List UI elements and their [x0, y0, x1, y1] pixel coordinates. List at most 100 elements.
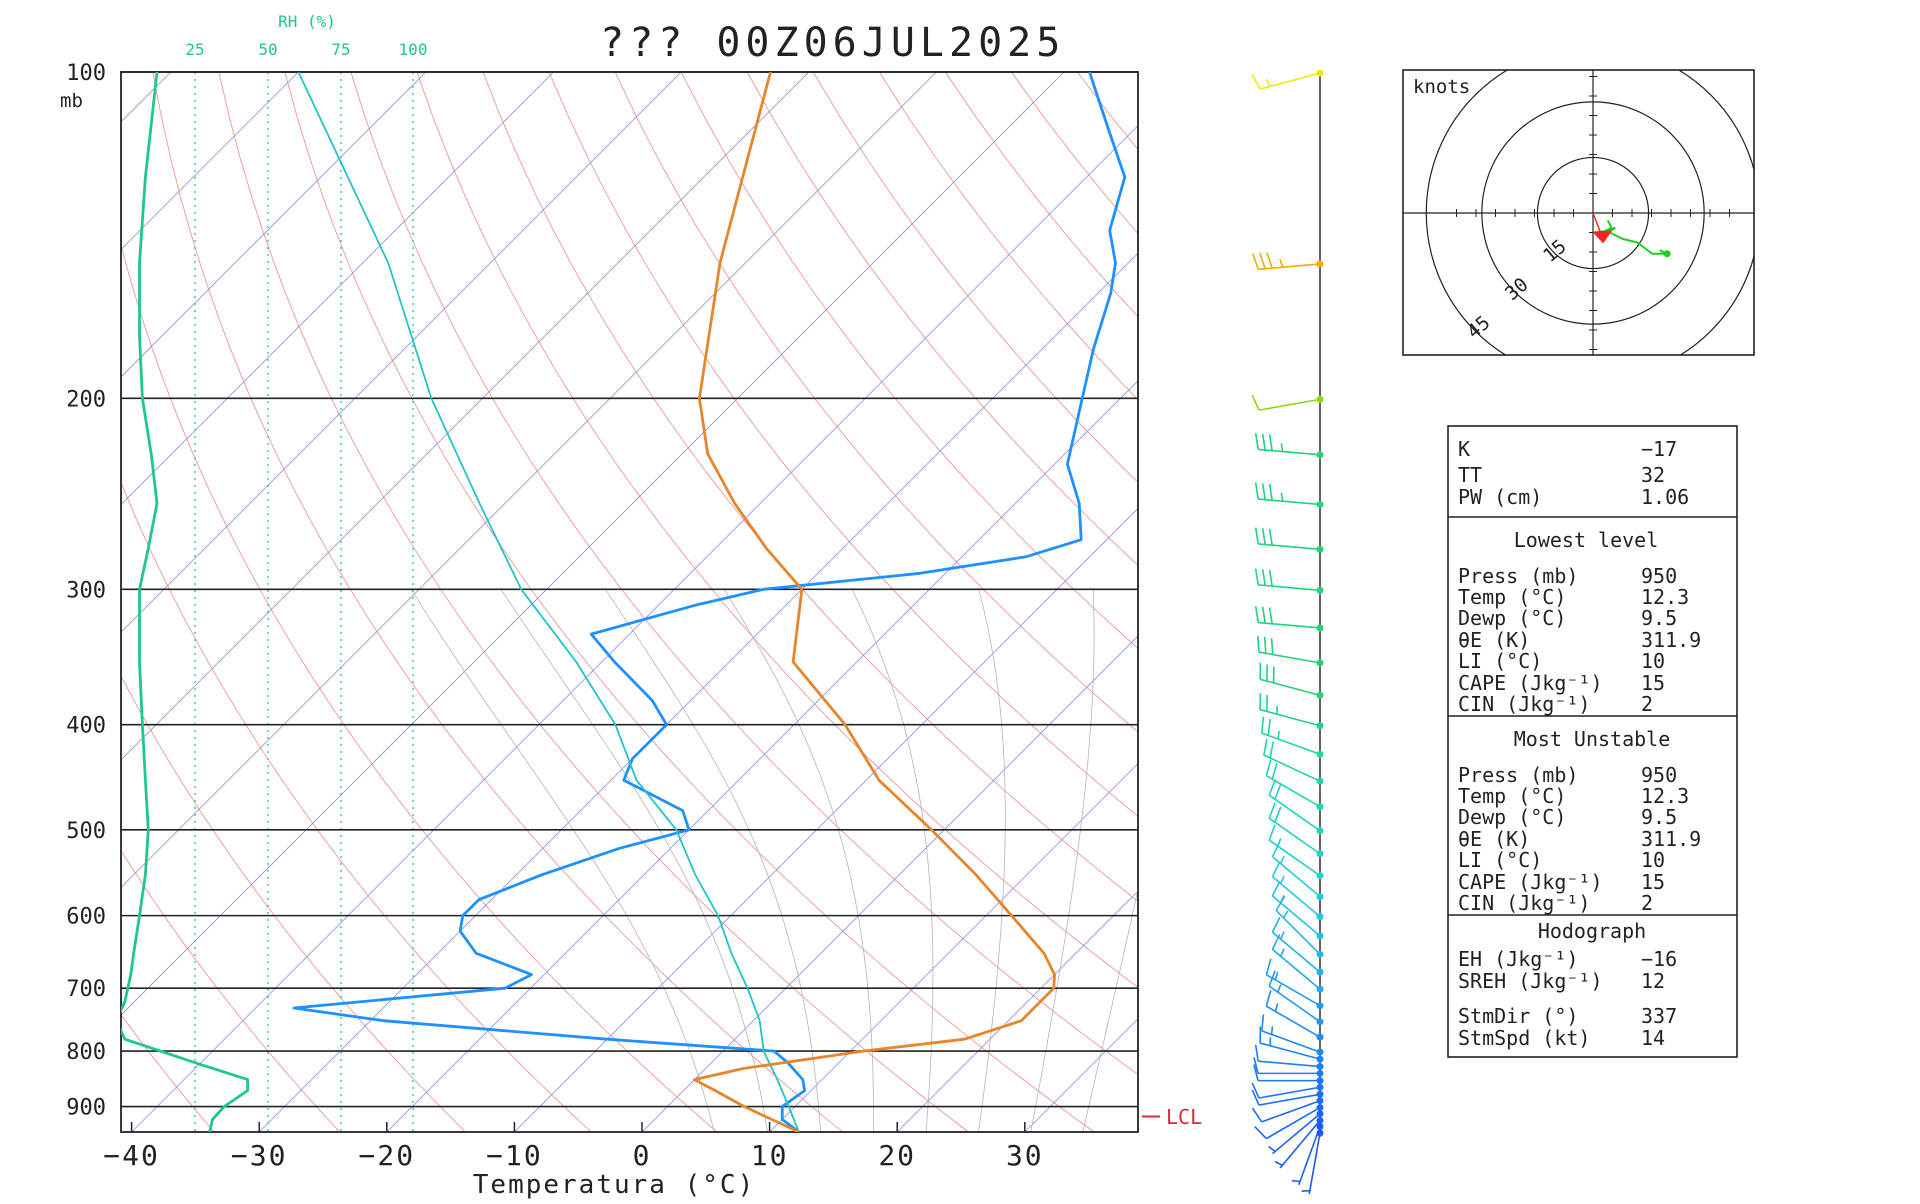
wind-barb-feather: [1273, 935, 1280, 950]
rh-tick-label: 25: [185, 40, 204, 59]
wind-barb-feather: [1278, 731, 1279, 739]
wind-barb: [1258, 449, 1320, 454]
wind-barb-feather: [1258, 636, 1259, 652]
stat-value: 32: [1641, 463, 1665, 487]
wind-barb-feather: [1273, 917, 1280, 932]
wind-barb: [1259, 399, 1320, 410]
dry-adiabat: [0, 72, 340, 1132]
hodograph-end-dot: [1664, 250, 1671, 257]
hodograph-unit-label: knots: [1413, 76, 1470, 98]
wind-barb-dot: [1317, 969, 1324, 976]
wind-barb: [1266, 1006, 1320, 1037]
wind-barb-feather: [1302, 1191, 1310, 1192]
wind-barb-feather: [1252, 395, 1259, 410]
wind-barb-feather: [1270, 484, 1273, 500]
wind-barb-feather: [1266, 79, 1270, 86]
wind-barb-dot: [1317, 932, 1324, 939]
stat-label: StmDir (°): [1458, 1004, 1578, 1028]
isotherm: [259, 72, 1319, 1132]
wind-barb-feather: [1270, 570, 1273, 586]
wind-barb-dot: [1317, 260, 1324, 267]
wind-barb-dot: [1317, 803, 1324, 810]
wind-barb-dot: [1317, 624, 1324, 631]
wind-barb-feather: [1273, 862, 1280, 877]
y-tick-label: 100: [66, 61, 106, 86]
dry-adiabat: [153, 72, 843, 1132]
wind-barb-feather: [1284, 911, 1288, 918]
wind-barb: [1258, 544, 1320, 549]
wind-barb-dot: [1317, 872, 1324, 879]
wind-barb-feather: [1275, 972, 1277, 980]
rh-axis-label: RH (%): [278, 12, 336, 31]
wind-barb-feather: [1275, 1162, 1282, 1166]
wind-barb: [1258, 264, 1320, 269]
wind-barb-feather: [1256, 569, 1259, 585]
wind-barb-feather: [1255, 1127, 1266, 1139]
wind-barb-feather: [1263, 528, 1266, 544]
plot-frame: [121, 72, 1138, 1132]
wind-barb-dot: [1317, 1123, 1324, 1130]
rh-tick-label: 100: [399, 40, 428, 59]
wind-barb-feather: [1256, 1045, 1259, 1061]
stat-value: 2: [1641, 692, 1653, 716]
wind-barb-dot: [1317, 659, 1324, 666]
wind-barb-feather: [1281, 949, 1285, 956]
wind-barb-feather: [1265, 637, 1266, 653]
wind-barb-dot: [1317, 893, 1324, 900]
series-line: [119, 72, 248, 1132]
wind-barb-dot: [1317, 546, 1324, 553]
wind-barb-feather: [1256, 433, 1259, 449]
wind-barb-dot: [1317, 1018, 1324, 1025]
wind-barb-dot: [1317, 1002, 1324, 1009]
wind-barb-feather: [1269, 803, 1275, 818]
wind-barb-feather: [1253, 254, 1258, 270]
wind-barb-feather: [1256, 528, 1259, 544]
wind-barb-feather: [1267, 253, 1272, 269]
wind-barb-feather: [1263, 569, 1266, 585]
wind-barb-dot: [1317, 1063, 1324, 1070]
wind-barb-feather: [1266, 959, 1271, 975]
wind-barb-dot: [1317, 913, 1324, 920]
isotherm: [0, 72, 298, 1132]
dry-adiabat: [87, 72, 717, 1132]
y-axis-unit: mb: [60, 90, 83, 112]
stat-label: EH (Jkg⁻¹): [1458, 947, 1578, 971]
wind-barb-feather: [1275, 1003, 1277, 1011]
wind-barb: [1269, 795, 1320, 831]
stat-label: StmSpd (kt): [1458, 1026, 1590, 1050]
wind-barb-feather: [1263, 607, 1266, 623]
y-tick-label: 300: [66, 578, 106, 603]
wind-barbs: [1252, 70, 1323, 1195]
stat-value: 9.5: [1641, 606, 1677, 630]
wind-barb-feather: [1253, 1108, 1262, 1122]
x-axis-label: Temperatura (°C): [473, 1170, 755, 1200]
x-tick-label: −10: [486, 1139, 543, 1172]
dry-adiabat: [879, 72, 1920, 1132]
wind-barb-dot: [1317, 1104, 1324, 1111]
stat-label: K: [1458, 437, 1470, 461]
wind-barb-dot: [1317, 722, 1324, 729]
rh-tick-label: 50: [258, 40, 277, 59]
wind-barb-dot: [1317, 1070, 1324, 1077]
wind-barb-feather: [1272, 638, 1273, 654]
x-tick-label: −30: [231, 1139, 288, 1172]
x-tick-label: 20: [878, 1139, 916, 1172]
wind-barb: [1266, 1108, 1320, 1139]
x-tick-label: 10: [751, 1139, 789, 1172]
stat-label: LI (°C): [1458, 848, 1542, 872]
dry-adiabat: [219, 72, 969, 1132]
wind-barb-dot: [1317, 1130, 1324, 1137]
wind-barb-feather: [1272, 763, 1277, 779]
stat-label: CIN (Jkg⁻¹): [1458, 692, 1590, 716]
wind-barb: [1262, 1101, 1320, 1122]
stat-label: LI (°C): [1458, 649, 1542, 673]
wind-barb-feather: [1281, 856, 1285, 863]
x-tick-label: −40: [103, 1139, 160, 1172]
series-layer: [119, 72, 1125, 1132]
x-tick-label: 0: [633, 1139, 652, 1172]
stat-value: −16: [1641, 947, 1677, 971]
wind-barb-dot: [1317, 587, 1324, 594]
wind-barb-feather: [1264, 739, 1267, 755]
y-tick-label: 400: [66, 714, 106, 739]
